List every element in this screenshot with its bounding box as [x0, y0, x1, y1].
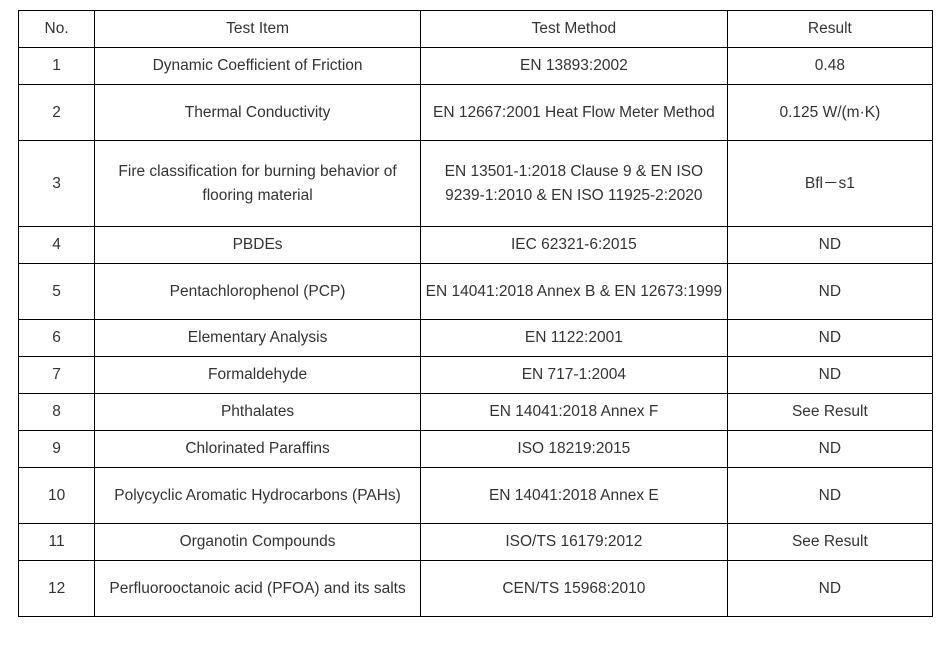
cell-result: ND — [727, 357, 932, 394]
table-row: 7 Formaldehyde EN 717-1:2004 ND — [19, 357, 933, 394]
cell-method: ISO 18219:2015 — [420, 431, 727, 468]
cell-result: ND — [727, 468, 932, 524]
cell-result: ND — [727, 320, 932, 357]
table-row: 6 Elementary Analysis EN 1122:2001 ND — [19, 320, 933, 357]
cell-no: 2 — [19, 85, 95, 141]
cell-item: Perfluorooctanoic acid (PFOA) and its sa… — [95, 561, 421, 617]
cell-method: EN 13501-1:2018 Clause 9 & EN ISO 9239-1… — [420, 141, 727, 227]
cell-no: 6 — [19, 320, 95, 357]
table-container: No. Test Item Test Method Result 1 Dynam… — [0, 0, 951, 627]
col-header-no: No. — [19, 11, 95, 48]
cell-method: EN 14041:2018 Annex F — [420, 394, 727, 431]
cell-item: Pentachlorophenol (PCP) — [95, 264, 421, 320]
cell-method: ISO/TS 16179:2012 — [420, 524, 727, 561]
table-row: 11 Organotin Compounds ISO/TS 16179:2012… — [19, 524, 933, 561]
cell-method: EN 13893:2002 — [420, 48, 727, 85]
cell-item: Chlorinated Paraffins — [95, 431, 421, 468]
cell-result: ND — [727, 227, 932, 264]
table-row: 8 Phthalates EN 14041:2018 Annex F See R… — [19, 394, 933, 431]
cell-method: EN 12667:2001 Heat Flow Meter Method — [420, 85, 727, 141]
cell-result: See Result — [727, 524, 932, 561]
cell-result: ND — [727, 431, 932, 468]
table-row: 10 Polycyclic Aromatic Hydrocarbons (PAH… — [19, 468, 933, 524]
cell-method: EN 717-1:2004 — [420, 357, 727, 394]
cell-result: ND — [727, 561, 932, 617]
cell-no: 5 — [19, 264, 95, 320]
col-header-item: Test Item — [95, 11, 421, 48]
cell-item: Thermal Conductivity — [95, 85, 421, 141]
table-header-row: No. Test Item Test Method Result — [19, 11, 933, 48]
cell-method: CEN/TS 15968:2010 — [420, 561, 727, 617]
cell-method: EN 14041:2018 Annex E — [420, 468, 727, 524]
col-header-result: Result — [727, 11, 932, 48]
cell-method: EN 14041:2018 Annex B & EN 12673:1999 — [420, 264, 727, 320]
cell-no: 8 — [19, 394, 95, 431]
cell-no: 4 — [19, 227, 95, 264]
cell-item: Fire classification for burning behavior… — [95, 141, 421, 227]
table-row: 3 Fire classification for burning behavi… — [19, 141, 933, 227]
cell-result: 0.48 — [727, 48, 932, 85]
cell-item: Dynamic Coefficient of Friction — [95, 48, 421, 85]
cell-item: Polycyclic Aromatic Hydrocarbons (PAHs) — [95, 468, 421, 524]
cell-item: Phthalates — [95, 394, 421, 431]
table-row: 1 Dynamic Coefficient of Friction EN 138… — [19, 48, 933, 85]
cell-method: EN 1122:2001 — [420, 320, 727, 357]
table-row: 12 Perfluorooctanoic acid (PFOA) and its… — [19, 561, 933, 617]
cell-no: 10 — [19, 468, 95, 524]
cell-no: 12 — [19, 561, 95, 617]
col-header-method: Test Method — [420, 11, 727, 48]
cell-no: 7 — [19, 357, 95, 394]
cell-item: Formaldehyde — [95, 357, 421, 394]
cell-method: IEC 62321-6:2015 — [420, 227, 727, 264]
cell-item: Organotin Compounds — [95, 524, 421, 561]
cell-no: 11 — [19, 524, 95, 561]
table-row: 2 Thermal Conductivity EN 12667:2001 Hea… — [19, 85, 933, 141]
cell-result: See Result — [727, 394, 932, 431]
cell-no: 1 — [19, 48, 95, 85]
cell-result: Bfl－s1 — [727, 141, 932, 227]
cell-no: 3 — [19, 141, 95, 227]
table-row: 4 PBDEs IEC 62321-6:2015 ND — [19, 227, 933, 264]
table-row: 5 Pentachlorophenol (PCP) EN 14041:2018 … — [19, 264, 933, 320]
test-results-table: No. Test Item Test Method Result 1 Dynam… — [18, 10, 933, 617]
cell-item: PBDEs — [95, 227, 421, 264]
cell-result: ND — [727, 264, 932, 320]
cell-no: 9 — [19, 431, 95, 468]
cell-result: 0.125 W/(m·K) — [727, 85, 932, 141]
cell-item: Elementary Analysis — [95, 320, 421, 357]
table-row: 9 Chlorinated Paraffins ISO 18219:2015 N… — [19, 431, 933, 468]
